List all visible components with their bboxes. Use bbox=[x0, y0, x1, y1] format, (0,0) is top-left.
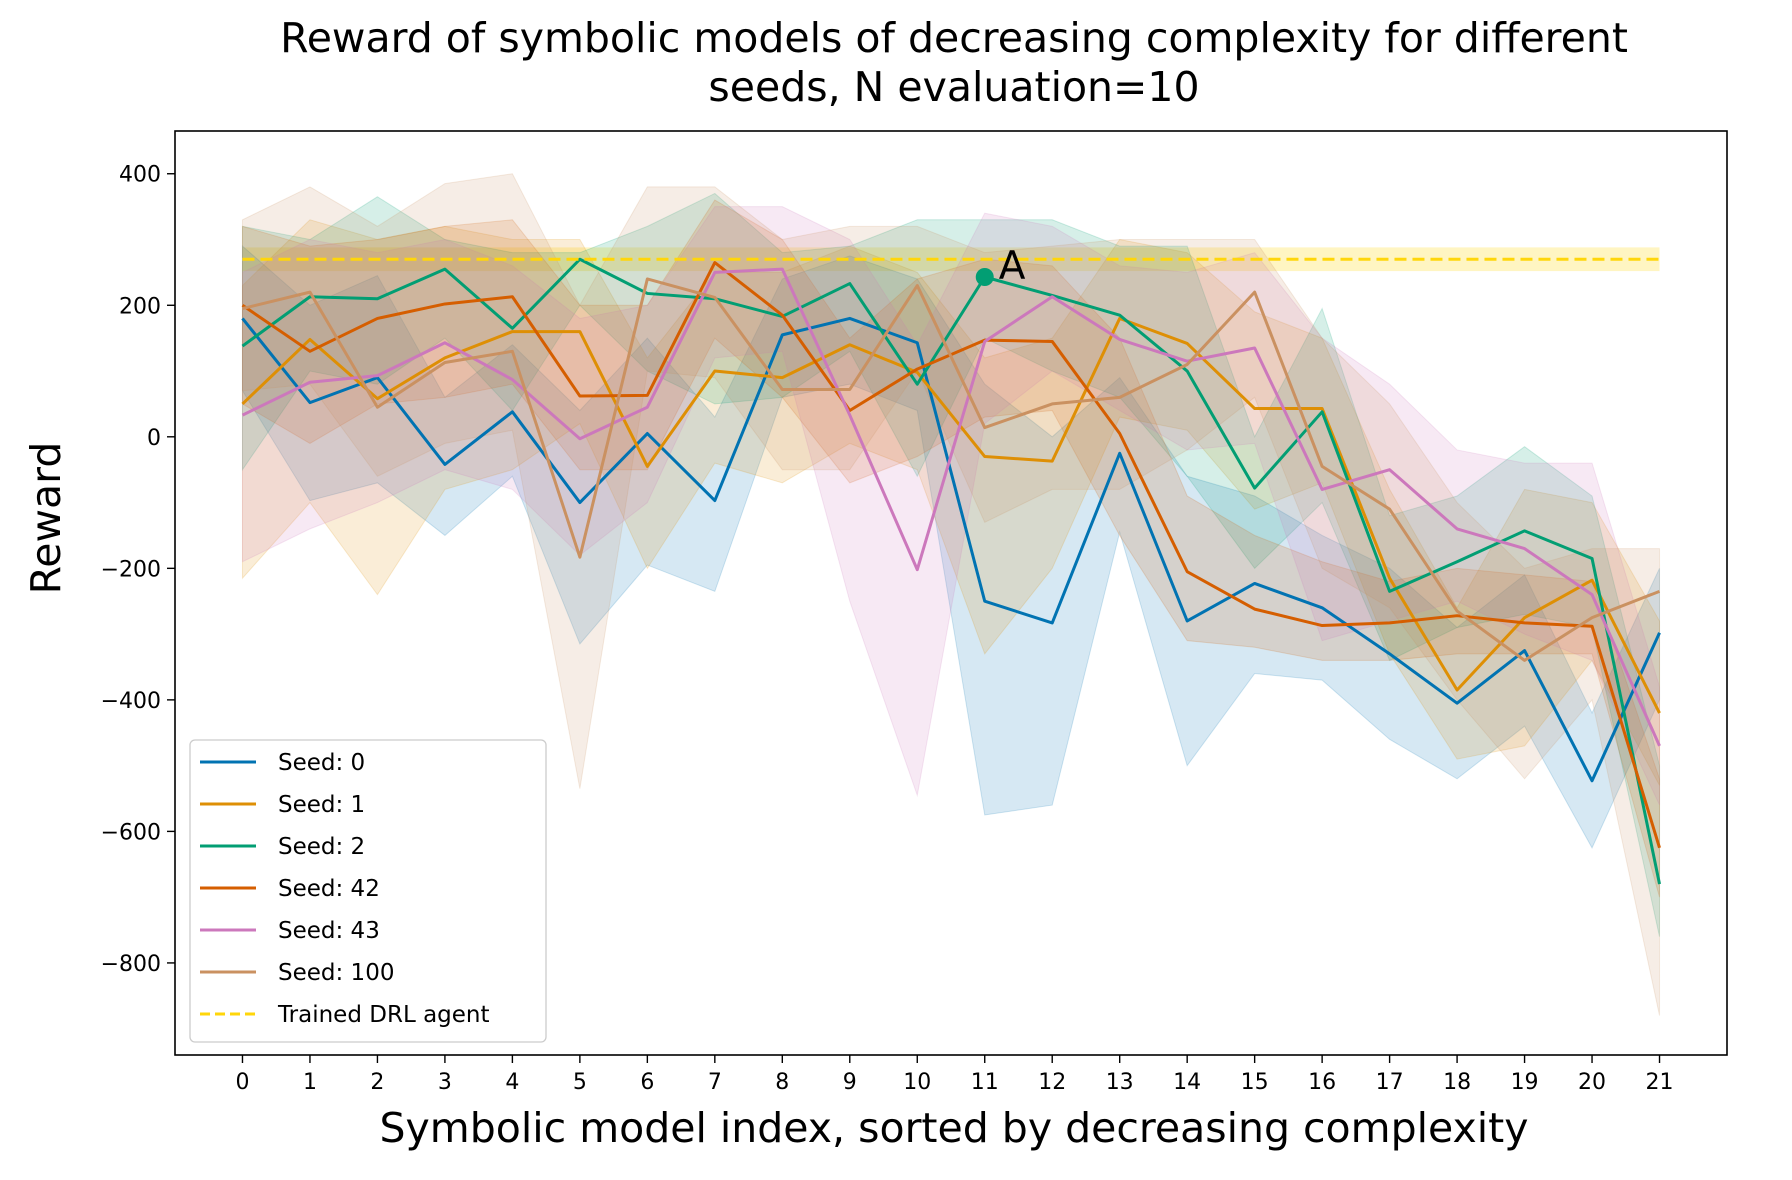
x-tick-label: 11 bbox=[971, 1070, 999, 1095]
legend-label: Seed: 100 bbox=[278, 960, 394, 986]
band-series-5 bbox=[241, 173, 1661, 1016]
x-tick-label: 3 bbox=[438, 1070, 452, 1095]
x-tick-label: 2 bbox=[370, 1070, 384, 1095]
y-tick-label: 0 bbox=[147, 426, 161, 451]
x-tick-label: 21 bbox=[1646, 1070, 1674, 1095]
legend-label: Seed: 0 bbox=[278, 750, 365, 776]
x-tick-label: 16 bbox=[1308, 1070, 1336, 1095]
x-tick-label: 18 bbox=[1443, 1070, 1471, 1095]
band-series-3 bbox=[241, 199, 1661, 898]
chart-title-line-1: Reward of symbolic models of decreasing … bbox=[280, 14, 1628, 62]
plot-frame bbox=[174, 130, 1728, 1056]
x-tick-label: 0 bbox=[235, 1070, 249, 1095]
y-tick-label: −800 bbox=[101, 952, 161, 977]
x-tick-label: 12 bbox=[1038, 1070, 1066, 1095]
x-tick-label: 19 bbox=[1511, 1070, 1539, 1095]
y-tick-label: −600 bbox=[101, 820, 161, 845]
x-tick-label: 9 bbox=[843, 1070, 857, 1095]
annotation-label: A bbox=[999, 244, 1026, 289]
y-axis-label: Reward bbox=[22, 442, 70, 595]
x-axis-ticks: 0 1 2 3 4 5 6 7 8 9 10 11 12 13 14 15 16 17 18 19 20 21 bbox=[235, 1055, 1674, 1095]
y-tick-label: 400 bbox=[119, 163, 161, 188]
legend-box bbox=[189, 739, 547, 1043]
annotation-point bbox=[975, 267, 994, 286]
x-axis-label: Symbolic model index, sorted by decreasi… bbox=[380, 1104, 1529, 1152]
band-series-2 bbox=[241, 192, 1661, 937]
y-tick-label: −400 bbox=[101, 689, 161, 714]
chart-title-line-2: seeds, N evaluation=10 bbox=[708, 63, 1199, 111]
x-tick-label: 20 bbox=[1578, 1070, 1606, 1095]
x-tick-label: 17 bbox=[1376, 1070, 1404, 1095]
annotation-layer: A bbox=[975, 244, 1026, 289]
y-axis-ticks: 400 200 0 −200 −400 −600 −800 bbox=[101, 163, 175, 977]
line-series-4 bbox=[241, 267, 1661, 747]
y-tick-label: −200 bbox=[101, 557, 161, 582]
x-tick-label: 14 bbox=[1173, 1070, 1201, 1095]
line-series-0 bbox=[241, 316, 1661, 783]
legend: Seed: 0 Seed: 1 Seed: 2 Seed: 42 Seed: 43 See… bbox=[189, 739, 547, 1043]
legend-label: Seed: 43 bbox=[278, 918, 380, 944]
legend-label: Seed: 1 bbox=[278, 792, 365, 818]
line-series-5 bbox=[242, 277, 1661, 662]
series-lines bbox=[241, 257, 1661, 885]
x-tick-label: 7 bbox=[708, 1070, 722, 1095]
line-series-2 bbox=[241, 257, 1661, 885]
x-tick-label: 5 bbox=[573, 1070, 587, 1095]
line-series-1 bbox=[241, 316, 1661, 714]
legend-label: Seed: 42 bbox=[278, 876, 380, 902]
x-tick-label: 4 bbox=[505, 1070, 519, 1095]
x-tick-label: 8 bbox=[775, 1070, 789, 1095]
y-tick-label: 200 bbox=[119, 294, 161, 319]
x-tick-label: 13 bbox=[1106, 1070, 1134, 1095]
x-tick-label: 15 bbox=[1241, 1070, 1269, 1095]
x-tick-label: 6 bbox=[640, 1070, 654, 1095]
x-tick-label: 10 bbox=[903, 1070, 931, 1095]
x-tick-label: 1 bbox=[303, 1070, 317, 1095]
legend-label: Seed: 2 bbox=[278, 834, 365, 860]
legend-items: Seed: 0 Seed: 1 Seed: 2 Seed: 42 Seed: 43 See… bbox=[200, 750, 490, 1028]
legend-label: Trained DRL agent bbox=[277, 1002, 490, 1028]
